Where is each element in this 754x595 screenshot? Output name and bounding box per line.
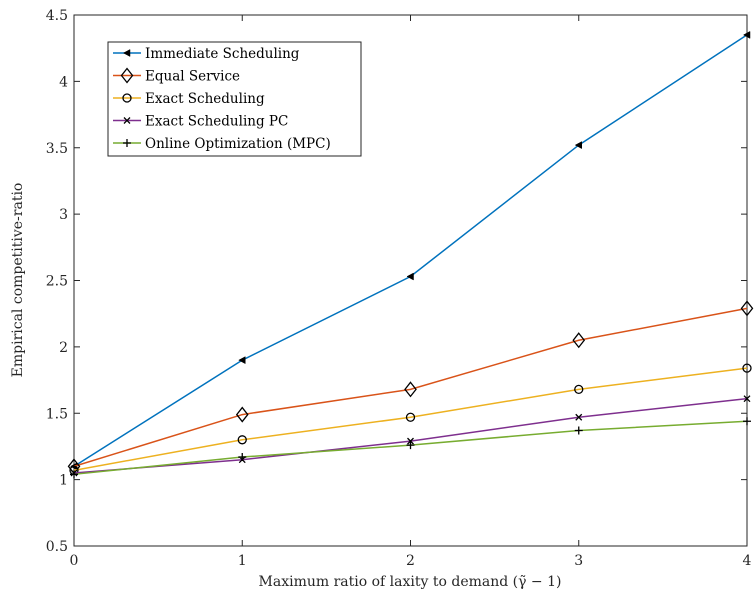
marker-circle — [237, 435, 247, 445]
y-tick-label: 3 — [59, 207, 68, 223]
marker-diamond — [120, 67, 134, 84]
legend-item: Equal Service — [113, 67, 240, 85]
marker-x — [123, 117, 131, 124]
marker-triangle-left — [122, 49, 131, 57]
axis-ticks: 0 1 2 3 4 0.5 1 1.5 2 2.5 3 3.5 4 4.5 — [46, 8, 752, 569]
marker-triangle-left — [742, 30, 751, 39]
x-tick-label: 1 — [238, 553, 247, 569]
x-tick-label: 4 — [743, 553, 752, 569]
legend-item: Online Optimization (MPC) — [113, 136, 331, 152]
series-online-optimization-mpc — [70, 417, 751, 479]
y-tick-label: 4.5 — [46, 8, 68, 24]
marker-circle — [405, 412, 416, 422]
marker-triangle-left — [574, 141, 582, 150]
legend-label: Exact Scheduling PC — [145, 114, 288, 130]
x-tick-label: 3 — [574, 553, 583, 569]
marker-diamond — [740, 300, 754, 317]
legend-label: Exact Scheduling — [145, 91, 265, 107]
marker-diamond — [235, 406, 249, 423]
legend-label: Online Optimization (MPC) — [145, 136, 331, 152]
marker-triangle-left — [238, 356, 246, 365]
legend: Immediate Scheduling Equal Service Exact S… — [107, 41, 362, 157]
marker-plus — [406, 441, 415, 450]
x-tick-label: 0 — [70, 553, 79, 569]
marker-plus — [743, 417, 751, 426]
marker-diamond — [404, 381, 417, 398]
marker-diamond — [572, 332, 586, 349]
legend-box — [107, 41, 362, 157]
marker-x — [743, 395, 751, 403]
x-tick-label: 2 — [406, 553, 415, 569]
y-tick-label: 3.5 — [46, 141, 68, 157]
series-layer — [67, 30, 754, 479]
y-tick-label: 1 — [59, 473, 68, 489]
marker-triangle-left — [406, 272, 414, 281]
x-axis-label: Maximum ratio of laxity to demand (γ̃ − … — [259, 574, 562, 590]
marker-circle — [742, 363, 752, 373]
series-line — [73, 367, 748, 472]
marker-circle — [122, 93, 132, 103]
series-exact-scheduling — [69, 363, 752, 475]
legend-label: Equal Service — [145, 69, 240, 85]
y-tick-label: 4 — [59, 74, 68, 90]
y-tick-label: 2.5 — [46, 274, 68, 290]
marker-plus — [70, 470, 78, 479]
marker-x — [575, 413, 583, 421]
y-tick-label: 1.5 — [46, 406, 68, 422]
marker-plus — [123, 139, 131, 147]
y-tick-label: 2 — [59, 340, 68, 356]
y-tick-label: 0.5 — [46, 539, 68, 555]
series-line — [73, 307, 748, 468]
marker-plus — [574, 426, 583, 435]
marker-circle — [574, 384, 584, 395]
marker-plus — [238, 453, 247, 462]
legend-label: Immediate Scheduling — [145, 46, 300, 62]
legend-item: Exact Scheduling PC — [113, 114, 288, 130]
legend-item: Exact Scheduling — [113, 91, 265, 107]
legend-item: Immediate Scheduling — [113, 46, 300, 62]
y-axis-label: Empirical competitive-ratio — [10, 183, 26, 378]
